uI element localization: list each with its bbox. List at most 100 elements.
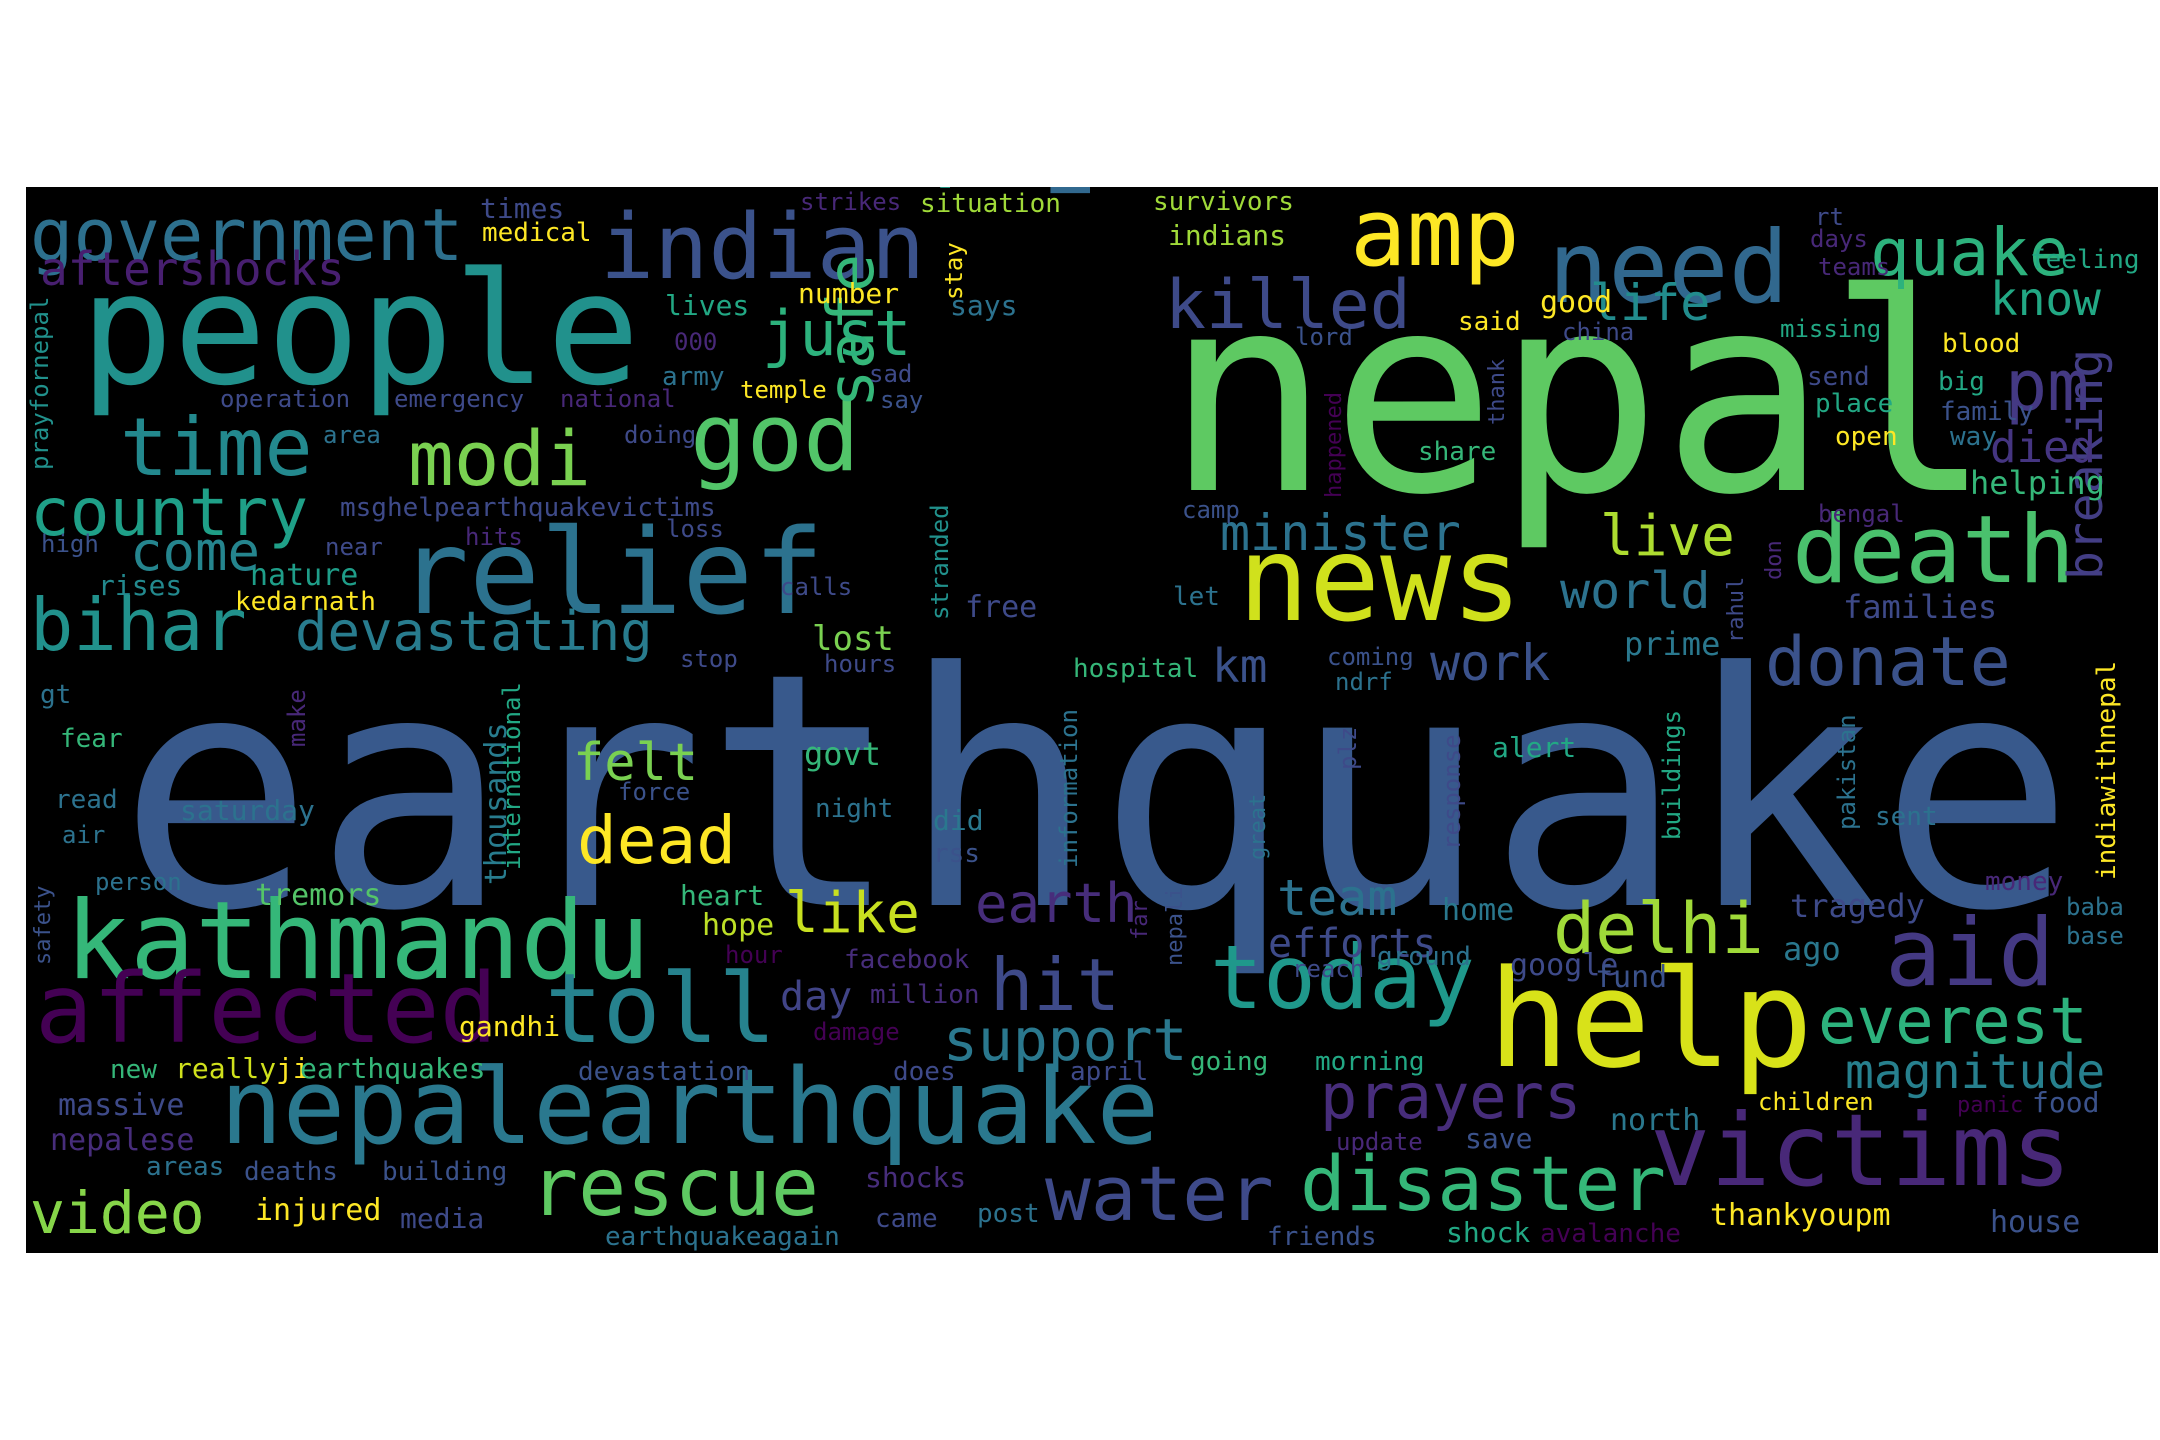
word-lives: lives — [665, 289, 749, 322]
word-minister: minister — [1220, 504, 1461, 562]
word-people: people — [80, 239, 640, 420]
word-just: just — [762, 297, 911, 370]
word-calls: calls — [780, 573, 852, 601]
word-million: million — [870, 980, 980, 1010]
word-ground: ground — [1377, 942, 1471, 972]
word-say: say — [880, 386, 923, 414]
word-deaths: deaths — [244, 1157, 338, 1187]
word-indians: indians — [1168, 219, 1286, 252]
word-thousands: thousands — [479, 722, 514, 885]
word-families: families — [1843, 588, 1997, 626]
word-feeling: feeling — [2030, 245, 2140, 275]
word-hope: hope — [702, 908, 774, 943]
word-hospital: hospital — [1073, 654, 1198, 684]
word-quake: quake — [1870, 214, 2069, 291]
word-shock: shock — [1446, 1216, 1530, 1249]
word-earthquake: earthquake — [118, 603, 2075, 982]
word-children: children — [1758, 1088, 1874, 1116]
word-doing: doing — [624, 421, 696, 449]
word-did: did — [933, 804, 984, 837]
word-send: send — [1807, 362, 1870, 392]
word-news: news — [1238, 510, 1522, 648]
word-government: government — [30, 193, 463, 277]
word-open: open — [1835, 422, 1898, 452]
word-near: near — [325, 533, 383, 561]
word-tremors: tremors — [255, 878, 381, 913]
word-heart: heart — [680, 879, 764, 912]
word-injured: injured — [255, 1193, 381, 1228]
word-000: 000 — [674, 328, 717, 356]
word-like: like — [785, 881, 920, 946]
word-national: national — [560, 385, 676, 413]
word-toll: toll — [545, 953, 776, 1065]
word-kedarnath: kedarnath — [235, 587, 376, 617]
word-devastation: devastation — [578, 1057, 750, 1087]
word-building: building — [382, 1157, 507, 1187]
word-post: post — [977, 1199, 1040, 1229]
word-morning: morning — [1315, 1047, 1425, 1077]
word-helping: helping — [1970, 464, 2105, 502]
word-teams: teams — [1818, 253, 1890, 281]
word-nature: nature — [250, 558, 358, 593]
word-night: night — [815, 794, 893, 824]
word-saturday: saturday — [180, 794, 315, 827]
word-safety: safety — [31, 886, 56, 965]
word-earth: earth — [975, 872, 1138, 935]
word-indiawithnepal: indiawithnepal — [2092, 661, 2122, 880]
word-friends: friends — [1267, 1222, 1377, 1252]
word-victims: victims — [1650, 1092, 2071, 1209]
word-panic: panic — [1957, 1093, 2023, 1118]
word-india: india — [821, 187, 984, 200]
word-nepali: nepali — [1163, 887, 1188, 966]
word-number: number — [798, 277, 899, 310]
word-says: says — [950, 289, 1017, 322]
word-response: response — [1438, 734, 1466, 850]
word-gandhi: gandhi — [459, 1010, 560, 1043]
word-reach: reach — [1292, 955, 1364, 983]
word-hits: hits — [465, 523, 523, 551]
word-missing: missing — [1780, 315, 1881, 343]
word-aftershocks: aftershocks — [40, 242, 345, 296]
word-said: said — [1458, 307, 1521, 337]
word-international: international — [498, 682, 526, 870]
word-god: god — [690, 384, 860, 493]
word-google: google — [1510, 948, 1618, 983]
word-earthquakeagain: earthquakeagain — [605, 1222, 840, 1252]
word-strikes: strikes — [800, 188, 901, 216]
word-know: know — [1990, 272, 2101, 326]
word-times: times — [480, 192, 564, 225]
word-gt: gt — [40, 680, 71, 710]
word-need: need — [1548, 209, 1789, 326]
word-blood: blood — [1942, 329, 2020, 359]
word-nepalquake: nepalquake — [1023, 187, 1107, 200]
word-today: today — [1210, 926, 1475, 1029]
word-ndrf: ndrf — [1335, 668, 1393, 696]
word-temple: temple — [740, 376, 827, 404]
word-fund: fund — [1595, 960, 1667, 995]
word-save: save — [1465, 1122, 1532, 1155]
word-baba: baba — [2066, 893, 2124, 921]
word-update: update — [1336, 1128, 1423, 1156]
word-work: work — [1430, 634, 1550, 692]
word-affected: affected — [35, 953, 497, 1065]
word-killed: killed — [1165, 266, 1411, 345]
word-information: information — [1055, 709, 1083, 868]
word-indian: indian — [600, 195, 925, 300]
word-going: going — [1190, 1047, 1268, 1077]
word-camp: camp — [1182, 496, 1240, 524]
word-home: home — [1442, 893, 1514, 928]
word-don: don — [1762, 540, 1787, 580]
word-house: house — [1990, 1205, 2080, 1240]
word-way: way — [1950, 422, 1997, 452]
word-plz: plz — [1334, 727, 1362, 770]
word-support: support — [943, 1006, 1187, 1074]
word-family: family — [1940, 397, 2034, 427]
word-rss: rss — [933, 839, 980, 869]
word-kathmandu: kathmandu — [65, 879, 650, 1004]
word-fear: fear — [60, 724, 123, 754]
word-situation: situation — [920, 189, 1061, 219]
word-base: base — [2066, 922, 2124, 950]
word-media: media — [400, 1202, 484, 1235]
word-read: read — [55, 785, 118, 815]
word-person: person — [95, 868, 182, 896]
